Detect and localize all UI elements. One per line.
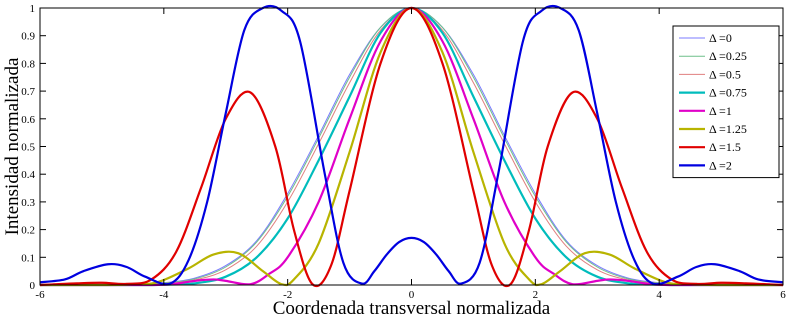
y-tick-label: 0.3 (21, 197, 35, 209)
legend: Δ =0 Δ =0.25 Δ =0.5 Δ =0.75 Δ =1 Δ =1.25 Δ =1.… (672, 25, 780, 179)
series-line-3 (40, 6, 783, 287)
series-line-7 (39, 4, 784, 286)
y-tick-label: 0.7 (21, 86, 35, 98)
x-tick-label: 6 (780, 289, 786, 301)
legend-label: Δ =1.5 (709, 140, 741, 154)
legend-label: Δ =0.75 (709, 86, 747, 100)
series-line-1 (39, 7, 784, 286)
y-tick-label: 0.8 (21, 58, 35, 70)
y-tick-label: 0.4 (21, 169, 35, 181)
x-tick-label: -4 (159, 289, 169, 301)
x-tick-label: 2 (533, 289, 539, 301)
plot-frame (39, 7, 784, 286)
series-line-6 (39, 6, 784, 288)
x-axis-title: Coordenada transversal normalizada (273, 298, 551, 319)
series-line-0 (39, 7, 784, 286)
y-tick-label: 1 (30, 3, 36, 15)
legend-label: Δ =1 (709, 104, 732, 118)
series-line-2 (39, 7, 784, 286)
series-line-5 (39, 6, 784, 287)
y-tick-label: 0.9 (21, 31, 35, 43)
legend-label: Δ =0 (709, 31, 732, 45)
legend-label: Δ =1.25 (709, 122, 747, 136)
x-tick-label: 4 (656, 289, 662, 301)
plot-area (39, 4, 784, 288)
y-tick-label: 0.1 (21, 252, 35, 264)
legend-label: Δ =2 (709, 158, 732, 172)
y-axis-title: Intensidad normalizada (2, 57, 23, 235)
axis-ticks: -6 -4 -2 0 2 4 6 0 0.1 0.2 0.3 0.4 0.5 0.6 0.7 0.8 0.9 1 (21, 3, 786, 301)
series-line-4 (40, 6, 783, 287)
x-tick-label: -6 (35, 289, 45, 301)
y-tick-label: 0.6 (21, 114, 35, 126)
legend-box (672, 25, 780, 179)
legend-label: Δ =0.25 (709, 49, 747, 63)
y-tick-label: 0.2 (21, 225, 35, 237)
x-tick-label: 0 (409, 289, 415, 301)
y-tick-label: 0.5 (21, 142, 35, 154)
y-tick-label: 0 (30, 280, 36, 292)
x-tick-label: -2 (283, 289, 292, 301)
legend-label: Δ =0.5 (709, 67, 741, 81)
